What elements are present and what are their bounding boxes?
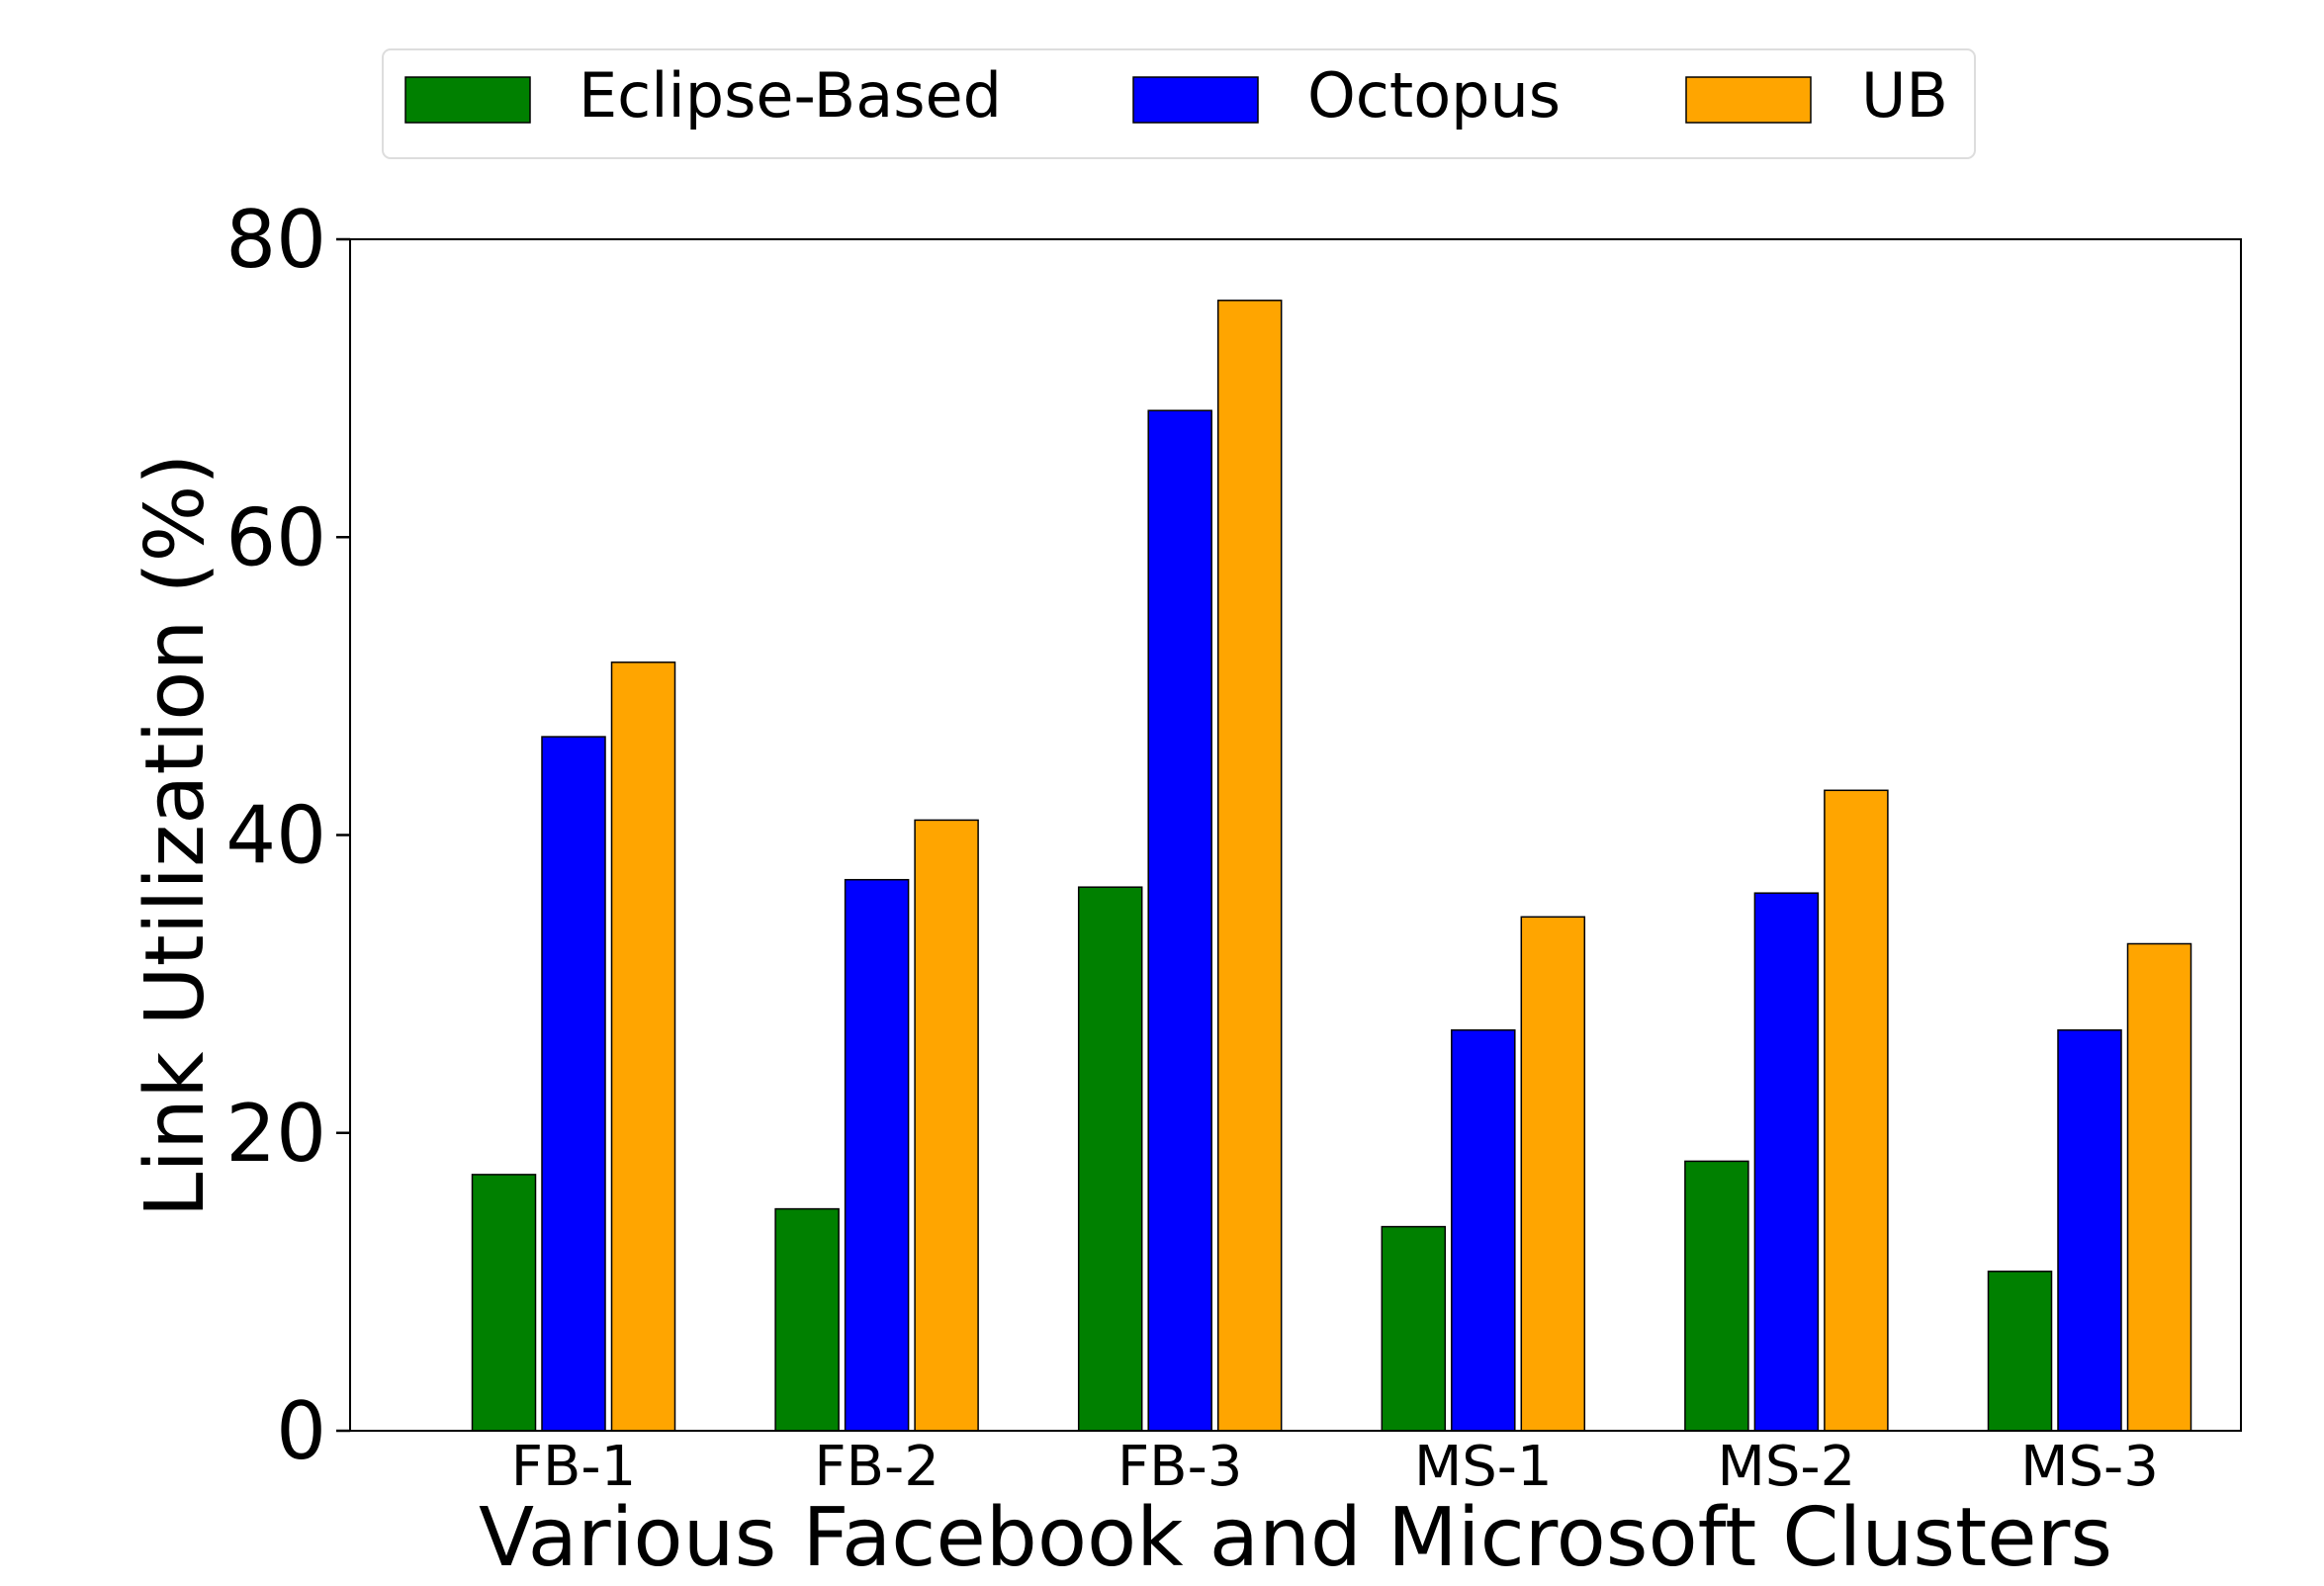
bar-ms-2-ub xyxy=(1824,789,1889,1432)
bar-ms-2-octopus xyxy=(1753,892,1820,1432)
bar-ms-1-ub xyxy=(1520,916,1586,1432)
x-tick-label-ms-3: MS-3 xyxy=(2020,1435,2159,1499)
x-tick-label-fb-2: FB-2 xyxy=(814,1435,939,1499)
legend-swatch-ub xyxy=(1685,76,1812,124)
y-tick-label-60: 60 xyxy=(225,491,326,583)
x-tick-label-fb-1: FB-1 xyxy=(511,1435,636,1499)
legend-swatch-octopus xyxy=(1132,76,1259,124)
y-tick-label-40: 40 xyxy=(225,790,326,882)
x-tick-label-ms-2: MS-2 xyxy=(1718,1435,1856,1499)
legend-label-ub: UB xyxy=(1861,59,1948,132)
legend: Eclipse-Based Octopus UB xyxy=(382,48,1976,159)
bar-ms-2-eclipse-based xyxy=(1684,1160,1749,1432)
bar-fb-2-ub xyxy=(914,819,979,1432)
bar-ms-3-octopus xyxy=(2057,1029,2122,1432)
bar-fb-3-eclipse-based xyxy=(1077,886,1143,1432)
bar-fb-1-eclipse-based xyxy=(471,1174,537,1432)
bar-group xyxy=(471,300,2192,1432)
x-axis: FB-1 FB-2 FB-3 MS-1 MS-2 MS-3 xyxy=(511,1435,2159,1499)
bar-fb-1-octopus xyxy=(541,736,606,1432)
bar-fb-2-octopus xyxy=(844,878,910,1432)
bar-ms-1-eclipse-based xyxy=(1381,1225,1447,1432)
legend-label-octopus: Octopus xyxy=(1307,59,1561,132)
bar-ms-3-ub xyxy=(2126,942,2192,1432)
bar-fb-2-eclipse-based xyxy=(774,1207,840,1432)
y-axis-title: Link Utilization (%) xyxy=(129,454,223,1218)
bar-fb-3-octopus xyxy=(1147,409,1212,1432)
y-tick-label-80: 80 xyxy=(225,194,326,286)
y-tick-label-20: 20 xyxy=(225,1088,326,1180)
x-tick-label-ms-1: MS-1 xyxy=(1414,1435,1553,1499)
y-axis: 0 20 40 60 80 xyxy=(225,194,350,1477)
legend-swatch-eclipse-based xyxy=(404,76,531,124)
bar-ms-1-octopus xyxy=(1451,1029,1516,1432)
legend-label-eclipse-based: Eclipse-Based xyxy=(579,59,1002,132)
y-tick-label-0: 0 xyxy=(276,1385,326,1477)
bar-fb-3-ub xyxy=(1216,300,1283,1432)
bar-ms-3-eclipse-based xyxy=(1987,1271,2053,1432)
x-tick-label-fb-3: FB-3 xyxy=(1117,1435,1242,1499)
bar-fb-1-ub xyxy=(610,661,676,1432)
x-axis-title: Various Facebook and Microsoft Clusters xyxy=(479,1491,2112,1582)
